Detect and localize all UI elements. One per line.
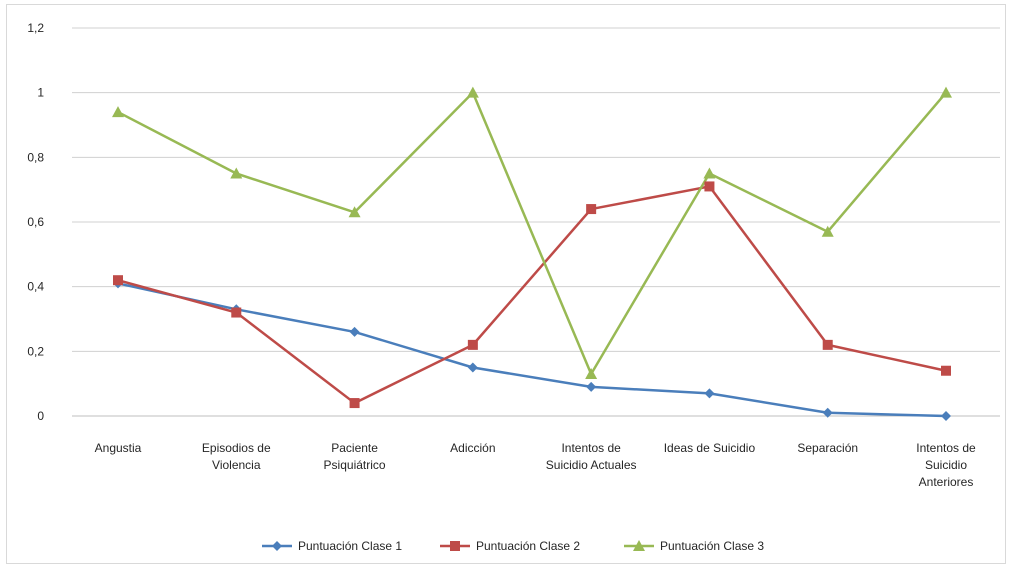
y-tick-label: 0 <box>37 409 44 423</box>
y-tick-label: 0,8 <box>27 150 44 164</box>
data-point-series-1 <box>822 407 833 418</box>
data-point-series-3 <box>821 225 834 237</box>
legend-entry-label: Puntuación Clase 1 <box>298 539 402 553</box>
data-point-series-1 <box>349 326 360 337</box>
data-point-series-2 <box>941 365 951 376</box>
data-point-series-1 <box>586 381 597 392</box>
y-tick-label: 0,4 <box>27 280 44 294</box>
x-category-label: Angustia <box>95 441 142 455</box>
series-line-1 <box>117 282 947 418</box>
data-point-series-2 <box>113 275 123 286</box>
data-point-series-3 <box>230 167 243 179</box>
x-category-line: Paciente <box>331 441 378 455</box>
y-axis-ticks: 0 0,2 0,4 0,6 0,8 1 1,2 <box>27 21 44 423</box>
series-markers <box>112 86 952 421</box>
data-point-series-3 <box>466 86 479 98</box>
x-category-label: Ideas de Suicidio <box>664 441 756 455</box>
data-point-series-3 <box>348 206 361 218</box>
x-category-label: Intentos de Suicidio Anteriores <box>916 441 976 489</box>
legend-entry-label: Puntuación Clase 3 <box>660 539 764 553</box>
chart-frame <box>6 4 1006 564</box>
data-point-series-2 <box>586 204 597 215</box>
series-lines <box>117 91 947 418</box>
y-tick-label: 0,2 <box>27 344 44 358</box>
legend: Puntuación Clase 1 Puntuación Clase 2 Punt… <box>262 539 764 553</box>
x-category-line: Intentos de <box>561 441 621 455</box>
x-category-label: Intentos de Suicidio Actuales <box>546 441 637 472</box>
legend-swatch-marker <box>272 541 282 551</box>
x-category-line: Violencia <box>212 458 261 472</box>
x-category-line: Psiquiátrico <box>324 458 386 472</box>
data-point-series-2 <box>822 339 833 350</box>
x-axis-categories: Angustia Episodios de Violencia Paciente Psi… <box>95 441 976 489</box>
data-point-series-3 <box>585 367 598 379</box>
y-tick-label: 0,6 <box>27 215 44 229</box>
x-category-line: Anteriores <box>919 475 974 489</box>
data-point-series-1 <box>941 411 951 421</box>
x-category-line: Intentos de <box>916 441 976 455</box>
x-category-line: Separación <box>797 441 858 455</box>
data-point-series-2 <box>467 339 478 350</box>
x-category-line: Suicidio Actuales <box>546 458 637 472</box>
x-category-label: Episodios de Violencia <box>202 441 271 472</box>
x-category-line: Ideas de Suicidio <box>664 441 756 455</box>
data-point-series-3 <box>112 106 124 118</box>
y-tick-label: 1,2 <box>27 21 44 35</box>
data-point-series-2 <box>704 181 715 192</box>
series-line-2 <box>117 185 947 405</box>
legend-entry-label: Puntuación Clase 2 <box>476 539 580 553</box>
legend-swatch-marker <box>450 541 460 551</box>
data-point-series-1 <box>467 362 478 373</box>
x-category-label: Separación <box>797 441 858 455</box>
data-point-series-2 <box>349 398 360 409</box>
grid-lines <box>72 27 1000 417</box>
x-category-label: Paciente Psiquiátrico <box>324 441 386 472</box>
data-point-series-2 <box>231 307 242 318</box>
data-point-series-1 <box>704 388 715 399</box>
x-category-line: Episodios de <box>202 441 271 455</box>
legend-swatch-marker <box>633 540 645 551</box>
y-tick-label: 1 <box>37 86 44 100</box>
x-category-label: Adicción <box>450 441 495 455</box>
data-point-series-3 <box>940 86 952 98</box>
series-line-3 <box>117 91 947 376</box>
x-category-line: Adicción <box>450 441 495 455</box>
data-point-series-3 <box>703 167 716 179</box>
x-category-line: Angustia <box>95 441 142 455</box>
x-category-line: Suicidio <box>925 458 967 472</box>
